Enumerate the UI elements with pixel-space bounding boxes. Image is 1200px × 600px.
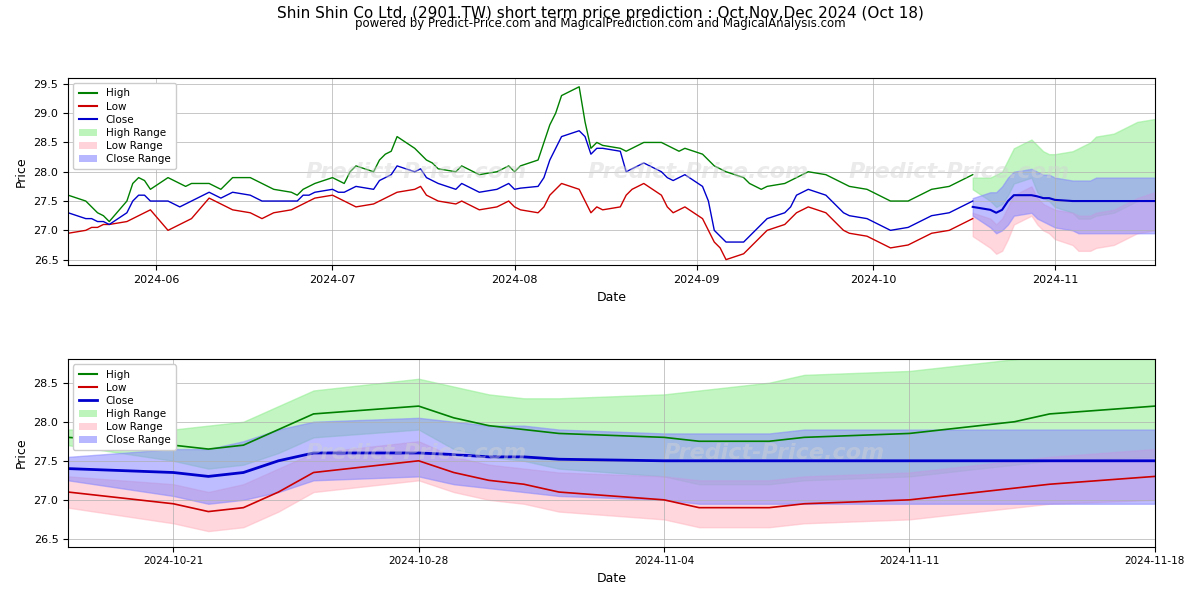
Text: Predict-Price.com: Predict-Price.com <box>305 443 527 463</box>
Legend: High, Low, Close, High Range, Low Range, Close Range: High, Low, Close, High Range, Low Range,… <box>73 364 175 451</box>
Text: Shin Shin Co Ltd. (2901.TW) short term price prediction : Oct,Nov,Dec 2024 (Oct : Shin Shin Co Ltd. (2901.TW) short term p… <box>276 6 924 21</box>
Text: Predict-Price.com: Predict-Price.com <box>664 443 886 463</box>
X-axis label: Date: Date <box>596 572 626 585</box>
X-axis label: Date: Date <box>596 291 626 304</box>
Legend: High, Low, Close, High Range, Low Range, Close Range: High, Low, Close, High Range, Low Range,… <box>73 83 175 169</box>
Text: Predict-Price.com: Predict-Price.com <box>848 162 1069 182</box>
Text: Predict-Price.com: Predict-Price.com <box>588 162 809 182</box>
Text: Predict-Price.com: Predict-Price.com <box>305 162 527 182</box>
Y-axis label: Price: Price <box>16 157 28 187</box>
Y-axis label: Price: Price <box>16 437 28 468</box>
Text: powered by Predict-Price.com and MagicalPrediction.com and MagicalAnalysis.com: powered by Predict-Price.com and Magical… <box>355 17 845 30</box>
